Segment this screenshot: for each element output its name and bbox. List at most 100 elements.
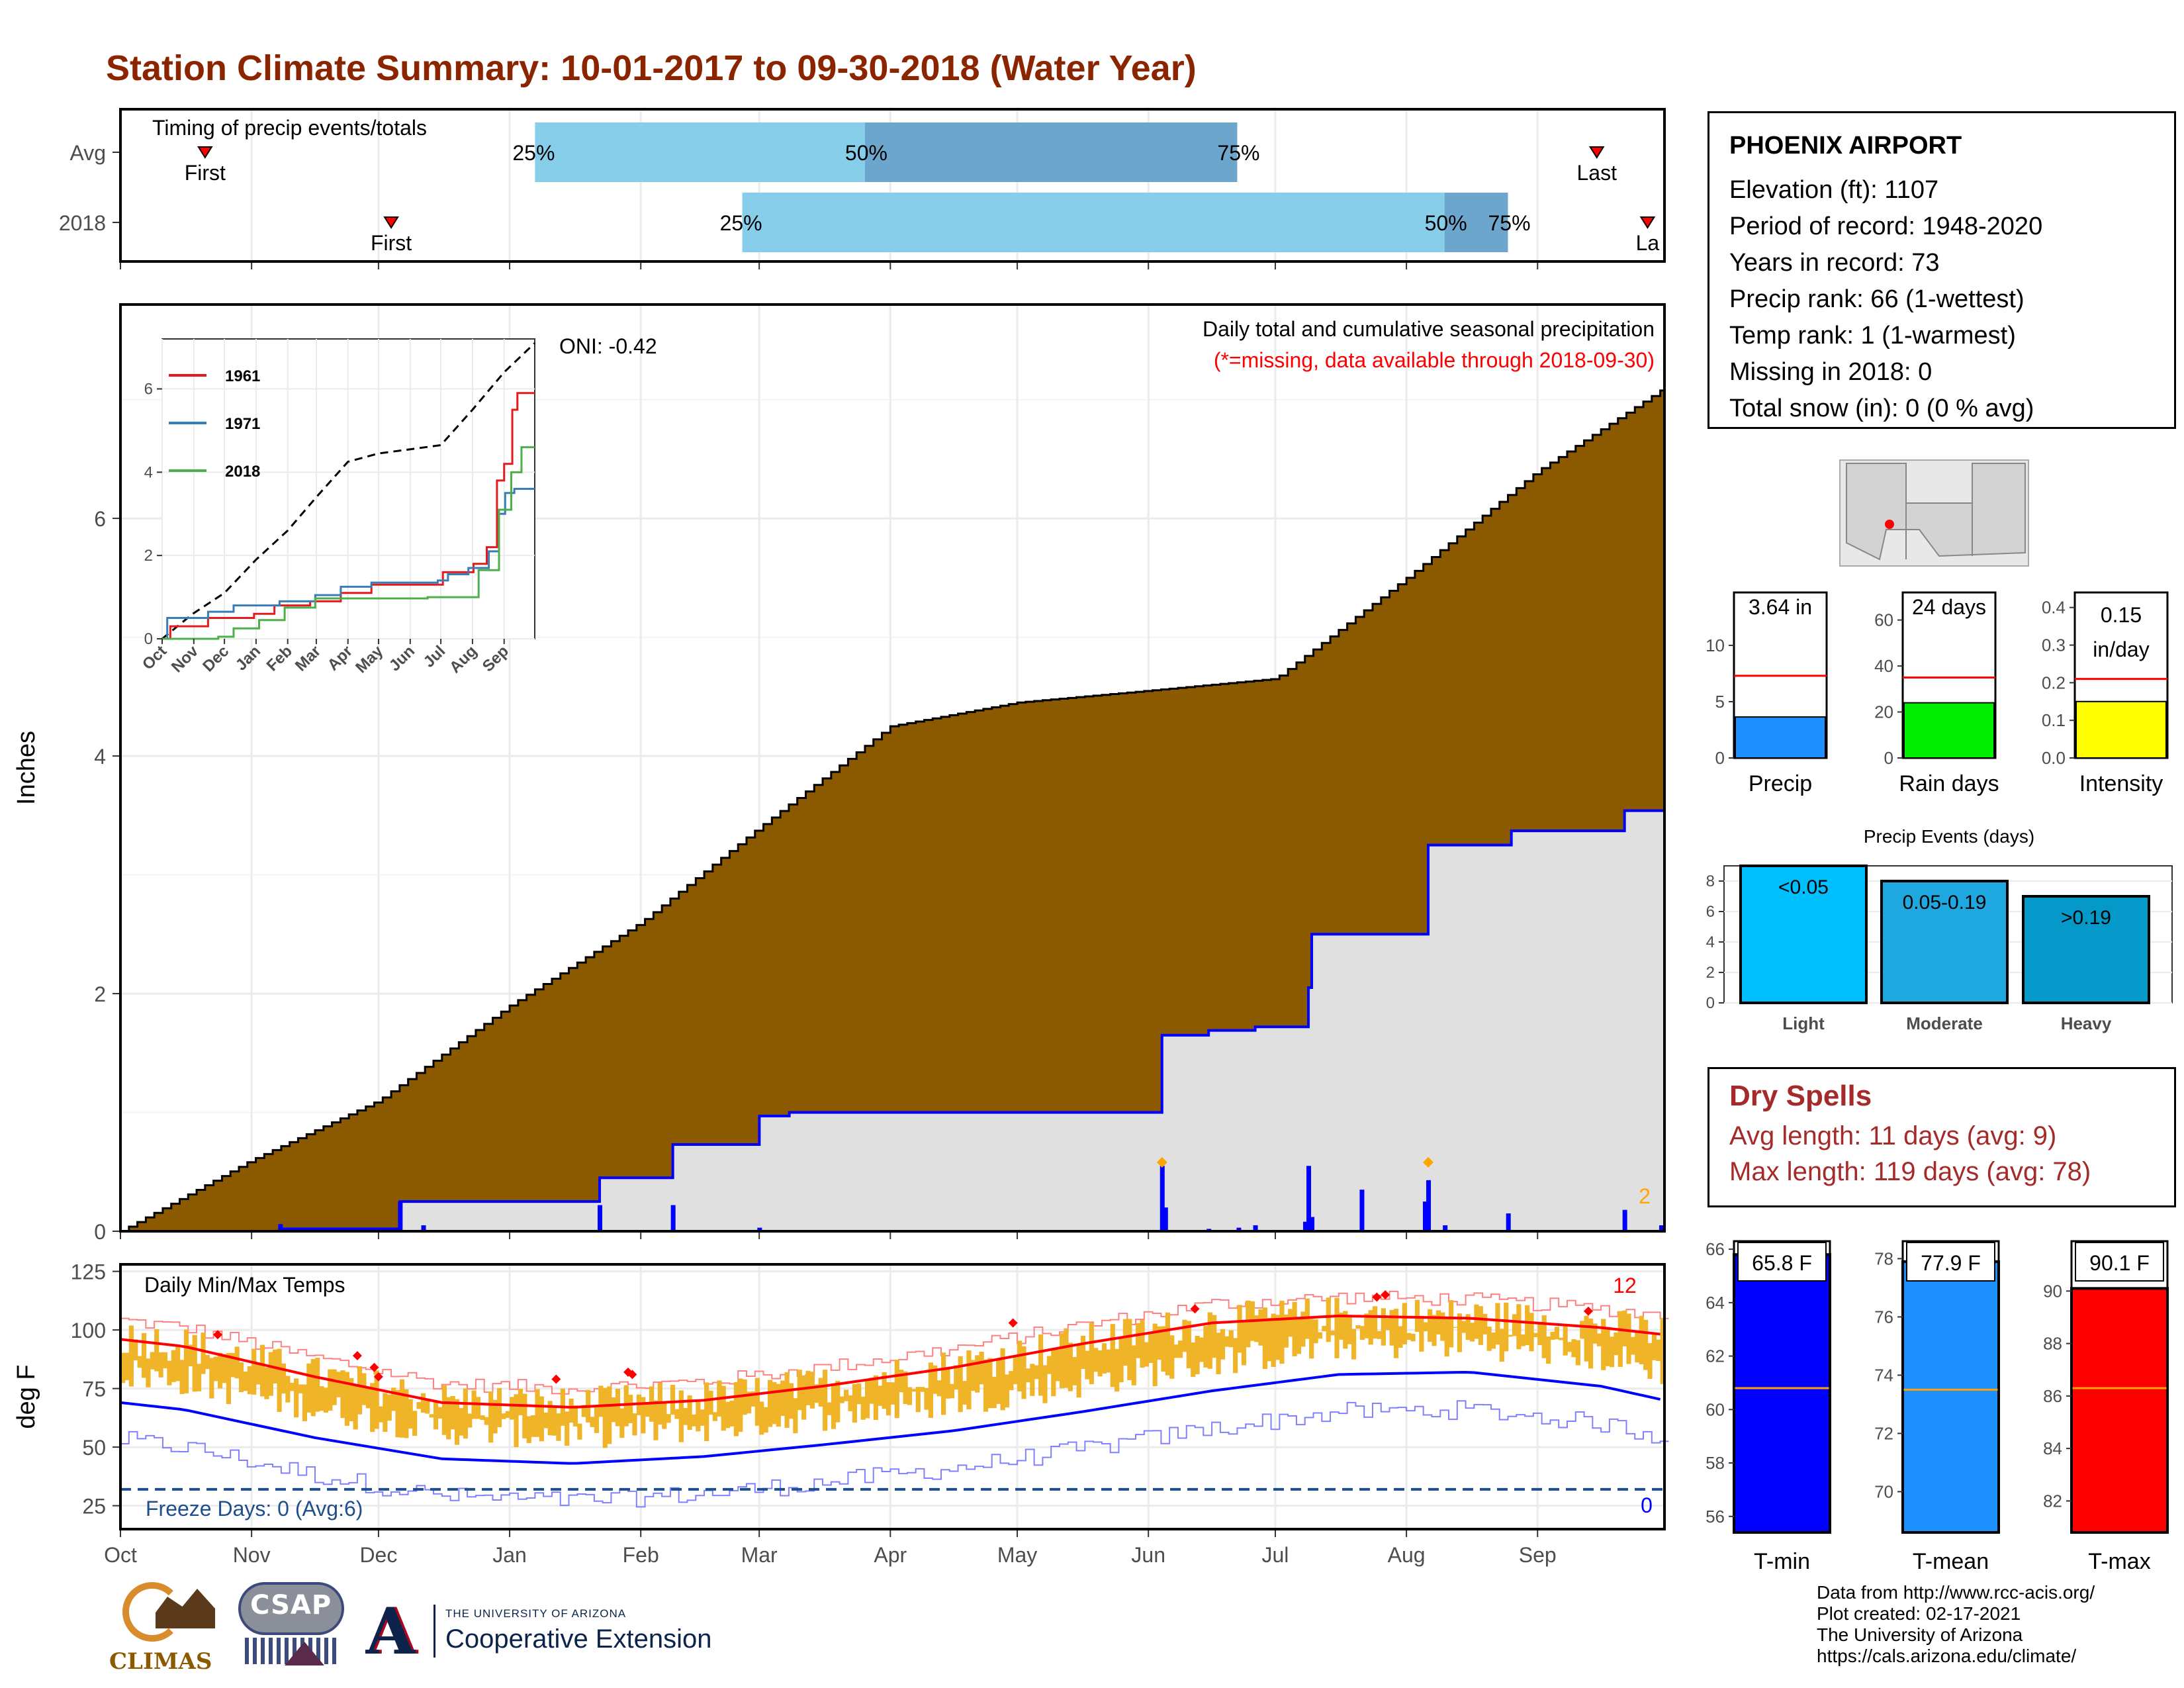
daily-temp-bar: [289, 1382, 295, 1391]
temp-value-label: 90.1 F: [2089, 1251, 2150, 1275]
credit-url: https://cals.arizona.edu/climate/: [1817, 1646, 2077, 1666]
daily-temp-bar: [696, 1401, 701, 1432]
daily-temp-bar: [928, 1362, 934, 1418]
precip-subheader: (*=missing, data available through 2018-…: [1214, 348, 1655, 372]
daily-temp-bar: [141, 1333, 147, 1378]
temp-ytick-label: 100: [71, 1319, 106, 1342]
climas-wordmark: CLIMAS: [109, 1648, 212, 1675]
daily-temp-bar: [467, 1413, 473, 1428]
normal-max-line: [120, 1314, 1661, 1409]
record-high-marker-icon: [373, 1372, 383, 1382]
events-ytick-label: 6: [1706, 903, 1715, 921]
mini-bar-value: [2075, 700, 2167, 759]
daily-temp-bar: [886, 1382, 891, 1416]
daily-temp-bar: [1359, 1326, 1365, 1340]
daily-temp-bar: [700, 1409, 705, 1426]
mini-ytick-label: 0: [1715, 748, 1725, 768]
daily-precip-bar: [670, 1205, 676, 1231]
daily-temp-bar: [1596, 1333, 1602, 1346]
daily-temp-bar: [412, 1411, 418, 1436]
daily-temp-bar: [1110, 1324, 1115, 1387]
timing-p50-label: 50%: [1425, 211, 1467, 235]
daily-temp-bar: [1144, 1342, 1150, 1367]
daily-temp-bar: [450, 1396, 455, 1430]
daily-temp-bar: [864, 1379, 870, 1419]
daily-precip-bar: [1422, 1201, 1428, 1231]
daily-temp-bar: [1156, 1326, 1162, 1360]
temp-bar-ytick-label: 64: [1706, 1293, 1725, 1313]
daily-temp-bar: [383, 1393, 388, 1432]
daily-temp-bar: [899, 1370, 904, 1393]
daily-temp-bar: [979, 1351, 984, 1385]
daily-temp-bar: [983, 1359, 989, 1412]
daily-temp-bar: [319, 1386, 324, 1411]
daily-temp-bar: [1237, 1305, 1242, 1353]
temp-ytick-label: 25: [82, 1495, 106, 1519]
daily-temp-bar: [1389, 1309, 1394, 1346]
daily-temp-bar: [1309, 1319, 1314, 1359]
daily-temp-bar: [226, 1352, 231, 1405]
daily-temp-bar: [1097, 1350, 1103, 1377]
daily-temp-bar: [535, 1389, 540, 1437]
daily-precip-bar: [1310, 1217, 1315, 1231]
daily-temp-bar: [1486, 1327, 1492, 1351]
daily-temp-bar: [1300, 1311, 1306, 1347]
daily-precip-bar: [1302, 1221, 1308, 1231]
mini-ytick-label: 0.3: [2042, 635, 2066, 655]
daily-temp-bar: [1224, 1336, 1230, 1347]
daily-temp-bar: [890, 1382, 895, 1405]
daily-temp-bar: [234, 1346, 240, 1379]
temp-bar-ytick-label: 66: [1706, 1239, 1725, 1259]
mini-ytick-label: 0.1: [2042, 710, 2066, 730]
daily-temp-bar: [1241, 1322, 1247, 1366]
daily-temp-bar: [1643, 1319, 1649, 1370]
daily-temp-bar: [1343, 1311, 1348, 1349]
daily-temp-bar: [936, 1380, 942, 1397]
daily-temp-bar: [581, 1405, 586, 1417]
daily-temp-bar: [793, 1398, 798, 1434]
daily-temp-bar: [475, 1397, 481, 1419]
temp-bar-ytick-label: 74: [1874, 1365, 1893, 1385]
mini-ytick-label: 20: [1874, 702, 1893, 722]
events-ytick-label: 0: [1706, 994, 1715, 1012]
first-marker-icon: [383, 216, 399, 229]
daily-temp-bar: [1474, 1304, 1479, 1339]
daily-temp-bar: [183, 1329, 189, 1393]
daily-temp-bar: [1330, 1331, 1336, 1336]
timing-heading: Timing of precip events/totals: [152, 116, 427, 140]
temp-value-label: 65.8 F: [1752, 1251, 1812, 1275]
daily-temp-bar: [133, 1339, 138, 1361]
cumulative-average-area: [120, 389, 1666, 1233]
daily-temp-bar: [1520, 1334, 1525, 1346]
record-high-marker-icon: [1372, 1292, 1382, 1302]
last-label: Last: [1576, 161, 1617, 185]
daily-temp-bar: [623, 1385, 629, 1427]
daily-temp-bar: [1288, 1309, 1293, 1337]
daily-temp-bar: [1440, 1312, 1445, 1341]
daily-temp-bar: [572, 1405, 578, 1427]
daily-temp-bar: [399, 1379, 405, 1438]
temp-ylabel: deg F: [13, 1364, 40, 1429]
daily-temp-bar: [459, 1408, 464, 1436]
daily-temp-bar: [991, 1376, 997, 1409]
daily-precip-bar: [1426, 1180, 1432, 1231]
inset-legend-label: 1971: [225, 415, 260, 433]
daily-precip-bar: [1659, 1225, 1664, 1231]
daily-temp-bar: [1465, 1314, 1471, 1340]
daily-temp-bar: [1423, 1322, 1428, 1332]
mini-ytick-label: 0: [1884, 748, 1893, 768]
temp-bar-ytick-label: 88: [2043, 1334, 2062, 1354]
daily-temp-bar: [378, 1406, 384, 1423]
daily-temp-bar: [1089, 1323, 1094, 1385]
daily-temp-bar: [1516, 1304, 1522, 1350]
daily-temp-bar: [357, 1366, 363, 1415]
daily-temp-bar: [484, 1417, 489, 1425]
temp-bar-ytick-label: 76: [1874, 1307, 1893, 1327]
daily-temp-bar: [882, 1372, 887, 1409]
daily-temp-bar: [294, 1378, 299, 1418]
daily-temp-bar: [1068, 1342, 1073, 1391]
daily-temp-bar: [641, 1397, 646, 1434]
daily-temp-bar: [120, 1352, 126, 1383]
daily-precip-bar: [421, 1225, 426, 1231]
daily-temp-bar: [776, 1383, 781, 1427]
